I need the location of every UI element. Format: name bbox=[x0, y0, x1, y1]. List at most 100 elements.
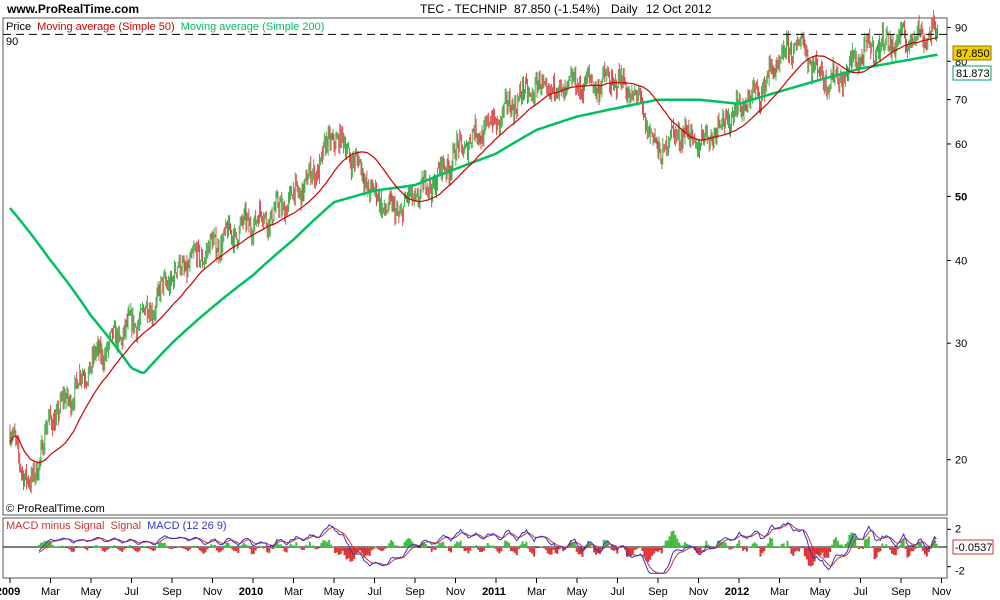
legend-ma200: Moving average (Simple 200) bbox=[181, 21, 325, 33]
macd-hist-bar bbox=[747, 546, 750, 548]
macd-line bbox=[38, 522, 937, 574]
macd-hist-bar bbox=[858, 548, 861, 550]
macd-hist-bar bbox=[701, 546, 704, 548]
macd-hist-bar bbox=[749, 546, 752, 548]
macd-hist-bar bbox=[550, 548, 553, 555]
macd-hist-bar bbox=[97, 546, 100, 548]
macd-hist-bar bbox=[867, 536, 870, 548]
macd-hist-bar bbox=[475, 545, 478, 548]
macd-hist-bar bbox=[254, 548, 257, 551]
macd-hist-bar bbox=[51, 544, 54, 548]
title-bar: www.ProRealTime.com TEC - TECHNIP 87.850… bbox=[0, 0, 1000, 18]
macd-hist-bar bbox=[231, 548, 234, 550]
macd-hist-bar bbox=[463, 548, 466, 552]
macd-hist-bar bbox=[620, 546, 623, 548]
macd-tick-label: 2 bbox=[955, 523, 961, 535]
macd-hist-bar bbox=[604, 540, 607, 548]
macd-hist-bar bbox=[306, 545, 309, 548]
macd-hist-bar bbox=[434, 548, 437, 550]
macd-hist-bar bbox=[656, 548, 659, 552]
macd-hist-bar bbox=[564, 548, 567, 551]
macd-hist-bar bbox=[140, 547, 143, 548]
macd-hist-bar bbox=[92, 546, 95, 548]
macd-hist-bar bbox=[192, 545, 195, 548]
macd-hist-bar bbox=[840, 544, 843, 548]
ma50-line bbox=[9, 36, 938, 464]
macd-hist-bar bbox=[531, 548, 534, 554]
watermark: © ProRealTime.com bbox=[6, 503, 105, 515]
macd-hist-bar bbox=[165, 545, 168, 548]
x-tick-label: Sep bbox=[162, 586, 182, 598]
macd-hist-bar bbox=[865, 538, 868, 548]
macd-hist-bar bbox=[448, 548, 451, 552]
macd-hist-bar bbox=[328, 539, 331, 548]
macd-y-axis: 2 -2 bbox=[947, 523, 965, 578]
macd-hist-bar bbox=[774, 546, 777, 548]
macd-hist-bar bbox=[105, 548, 108, 551]
macd-hist-bar bbox=[641, 548, 644, 551]
macd-hist-bar bbox=[631, 548, 634, 554]
macd-hist-bar bbox=[266, 548, 269, 553]
macd-hist-bar bbox=[703, 545, 706, 548]
macd-hist-bar bbox=[515, 548, 518, 556]
macd-hist-bar bbox=[382, 548, 385, 551]
macd-hist-bar bbox=[63, 546, 66, 548]
macd-hist-bar bbox=[126, 545, 129, 548]
macd-hist-bar bbox=[332, 546, 335, 548]
macd-hist-bar bbox=[815, 548, 818, 555]
macd-hist-bar bbox=[728, 548, 731, 550]
macd-hist-bar bbox=[339, 548, 342, 555]
macd-hist-bar bbox=[918, 541, 921, 548]
last-price-badge bbox=[952, 45, 992, 61]
macd-hist-bar bbox=[217, 548, 220, 553]
macd-hist-bar bbox=[318, 547, 321, 548]
macd-hist-bar bbox=[610, 548, 613, 550]
macd-hist-bar bbox=[873, 548, 876, 560]
macd-hist-bar bbox=[155, 546, 158, 548]
ma50-value-badge bbox=[952, 65, 992, 81]
macd-hist-bar bbox=[529, 548, 532, 553]
x-tick-label: May bbox=[567, 586, 588, 598]
macd-hist-bar bbox=[587, 540, 590, 548]
macd-hist-bar bbox=[852, 532, 855, 548]
macd-hist-bar bbox=[378, 548, 381, 550]
macd-hist-bar bbox=[128, 545, 131, 548]
macd-hist-bar bbox=[622, 546, 625, 548]
macd-hist-bar bbox=[780, 543, 783, 548]
macd-hist-bar bbox=[778, 546, 781, 548]
macd-hist-bar bbox=[399, 546, 402, 548]
macd-hist-bar bbox=[229, 545, 232, 548]
macd-hist-bar bbox=[413, 543, 416, 548]
macd-hist-bar bbox=[45, 540, 48, 548]
macd-hist-bar bbox=[792, 548, 795, 557]
macd-hist-bar bbox=[171, 548, 174, 549]
macd-hist-bar bbox=[879, 548, 882, 552]
macd-hist-bar bbox=[488, 545, 491, 548]
x-tick-label: 2012 bbox=[725, 586, 749, 598]
macd-hist-bar bbox=[765, 545, 768, 548]
macd-hist-bar bbox=[786, 540, 789, 548]
macd-hist-bar bbox=[697, 548, 700, 555]
macd-hist-bar bbox=[655, 548, 658, 552]
macd-hist-bar bbox=[829, 548, 832, 553]
macd-hist-bar bbox=[357, 548, 360, 553]
macd-tick-label: -2 bbox=[955, 566, 965, 578]
macd-hist-bar bbox=[920, 542, 923, 548]
macd-hist-bar bbox=[212, 545, 215, 548]
macd-hist-bar bbox=[202, 548, 205, 554]
macd-hist-bar bbox=[272, 548, 275, 550]
macd-hist-bar bbox=[451, 546, 454, 548]
macd-hist-bar bbox=[831, 544, 834, 548]
x-tick-label: Nov bbox=[446, 586, 466, 598]
macd-hist-bar bbox=[562, 548, 565, 552]
macd-hist-bar bbox=[753, 542, 756, 548]
macd-hist-bar bbox=[707, 544, 710, 548]
macd-hist-bar bbox=[546, 548, 549, 554]
x-tick-label: Nov bbox=[689, 586, 709, 598]
macd-hist-bar bbox=[366, 548, 369, 555]
macd-hist-bar bbox=[925, 548, 928, 557]
macd-hist-bar bbox=[480, 548, 483, 552]
macd-hist-bar bbox=[817, 548, 820, 556]
macd-hist-bar bbox=[908, 548, 911, 557]
macd-hist-bar bbox=[117, 548, 120, 550]
